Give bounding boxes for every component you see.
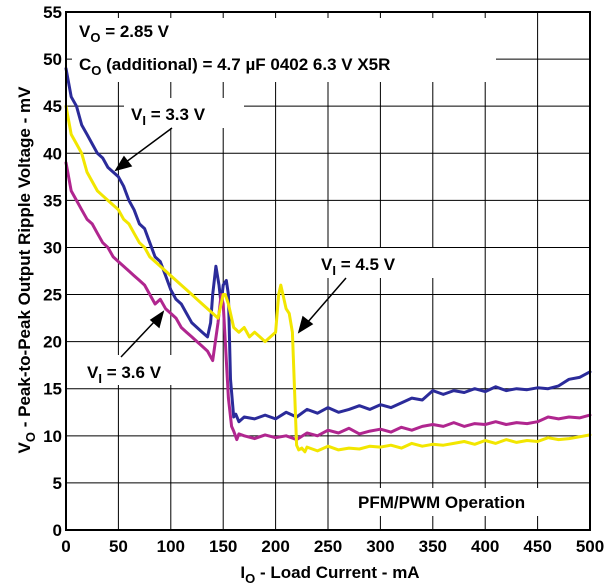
label-3-6v-bg	[80, 355, 200, 385]
x-tick-label: 350	[419, 537, 447, 556]
x-tick-labels: 0 50 100 150 200 250 300 350 400 450 500	[61, 537, 604, 556]
x-tick-label: 150	[209, 537, 237, 556]
series-line-2	[64, 104, 592, 454]
y-tick-label: 25	[43, 286, 62, 305]
y-tick-label: 15	[43, 380, 62, 399]
y-tick-label: 30	[43, 238, 62, 257]
y-tick-label: 45	[43, 97, 62, 116]
y-tick-label: 50	[43, 50, 62, 69]
mode-annotation-bg	[352, 488, 574, 516]
series-label-4-5v: VI = 4.5 V	[321, 255, 396, 278]
arrowhead-3-6v	[149, 310, 165, 329]
plot-frame	[65, 11, 591, 531]
arrowhead-4-5v	[297, 315, 314, 334]
y-tick-label: 20	[43, 333, 62, 352]
x-tick-label: 0	[61, 537, 70, 556]
x-axis-label: IO - Load Current - mA	[240, 563, 419, 585]
label-4-5v-bg	[314, 248, 434, 278]
x-tick-label: 50	[109, 537, 128, 556]
y-tick-label: 40	[43, 144, 62, 163]
vo-annotation: VO = 2.85 V	[79, 22, 170, 45]
y-tick-label: 35	[43, 191, 62, 210]
mode-annotation: PFM/PWM Operation	[358, 493, 525, 512]
series-line-1	[64, 161, 592, 442]
label-3-3v-bg	[124, 98, 244, 128]
x-tick-label: 100	[157, 537, 185, 556]
series-line-0	[64, 67, 592, 424]
arrow-3-3v	[125, 127, 173, 163]
vo-co-annotation-bg	[72, 18, 496, 82]
series-label-3-3v: VI = 3.3 V	[131, 105, 206, 128]
arrow-3-6v	[120, 320, 156, 358]
y-tick-label: 5	[53, 474, 62, 493]
y-axis-label: VO - Peak-to-Peak Output Ripple Voltage …	[15, 86, 38, 454]
arrow-4-5v	[306, 277, 347, 324]
x-tick-label: 400	[471, 537, 499, 556]
x-tick-label: 300	[366, 537, 394, 556]
y-tick-label: 55	[43, 3, 62, 22]
y-tick-label: 0	[53, 521, 62, 540]
co-annotation: CO (additional) = 4.7 µF 0402 6.3 V X5R	[79, 55, 390, 78]
x-tick-label: 200	[261, 537, 289, 556]
arrowhead-3-3v	[114, 155, 133, 172]
series-lines	[64, 67, 592, 454]
x-tick-label: 450	[523, 537, 551, 556]
x-tick-label: 500	[576, 537, 604, 556]
arrows	[114, 127, 347, 358]
series-label-3-6v: VI = 3.6 V	[87, 363, 162, 386]
x-tick-label: 250	[314, 537, 342, 556]
y-tick-label: 10	[43, 427, 62, 446]
y-tick-labels: 0 5 10 15 20 25 30 35 40 45 50 55	[43, 3, 62, 540]
